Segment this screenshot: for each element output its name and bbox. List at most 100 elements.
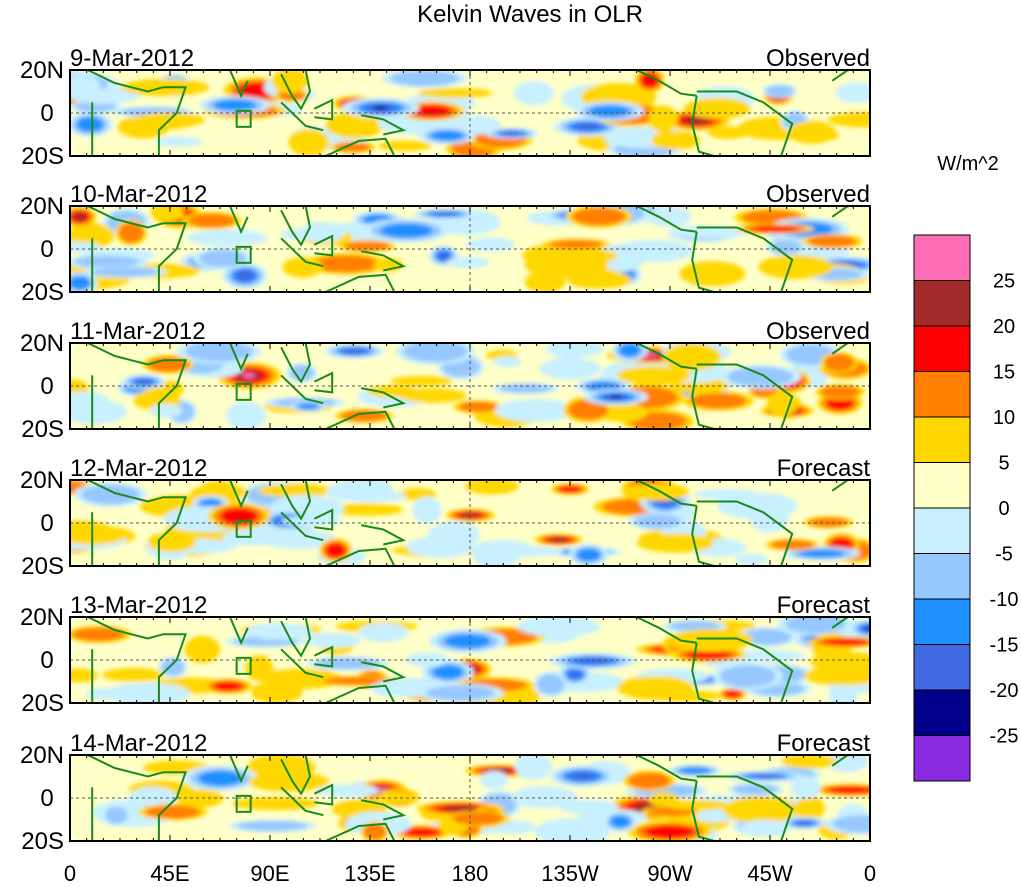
negative-anomaly xyxy=(432,664,464,680)
colorbar-units: W/m^2 xyxy=(937,153,999,175)
coastlines xyxy=(87,70,849,156)
negative-anomaly xyxy=(186,229,269,247)
negative-anomaly xyxy=(342,348,367,355)
region-box xyxy=(235,656,252,675)
positive-anomaly xyxy=(662,343,722,371)
positive-anomaly xyxy=(325,543,346,558)
positive-anomaly xyxy=(647,105,679,133)
coastline xyxy=(696,775,794,841)
y-tick-label: 0 xyxy=(40,785,53,812)
positive-anomaly xyxy=(690,393,747,409)
y-tick-label: 20N xyxy=(20,330,64,357)
panel-date: 11-Mar-2012 xyxy=(70,318,206,345)
x-tick-label: 45E xyxy=(150,861,189,886)
colorbar-label: -25 xyxy=(990,726,1019,748)
panel-1: 9-Mar-2012 Observed 20N 0 20S xyxy=(20,45,871,170)
negative-anomaly xyxy=(70,74,101,98)
negative-anomaly xyxy=(545,343,605,357)
negative-anomaly xyxy=(790,775,821,800)
coastline xyxy=(313,645,334,668)
x-tick-label: 0 xyxy=(64,861,76,886)
coastline xyxy=(313,98,334,121)
negative-anomaly xyxy=(465,237,515,252)
positive-anomaly xyxy=(417,87,493,99)
negative-anomaly xyxy=(427,521,480,548)
negative-anomaly xyxy=(491,820,536,835)
positive-anomaly xyxy=(70,223,115,249)
negative-anomaly xyxy=(76,117,104,133)
y-tick-label: 20S xyxy=(21,279,64,306)
coastline xyxy=(229,343,249,372)
positive-anomaly xyxy=(770,540,814,550)
negative-anomaly xyxy=(734,553,768,565)
negative-anomaly xyxy=(373,105,389,110)
negative-anomaly xyxy=(733,783,779,795)
positive-anomaly xyxy=(150,206,185,223)
coastline xyxy=(360,524,407,546)
panel-kind: Observed xyxy=(766,181,870,208)
colorbar-swatch xyxy=(913,371,971,418)
coastline xyxy=(325,137,396,156)
coastline xyxy=(87,617,188,703)
coastline xyxy=(325,273,396,292)
positive-anomaly xyxy=(807,235,857,248)
negative-anomaly xyxy=(539,357,601,380)
positive-anomaly xyxy=(411,105,452,117)
negative-anomaly xyxy=(865,626,870,631)
coastline xyxy=(636,70,697,97)
panel-kind: Forecast xyxy=(777,730,871,757)
colorbar-swatch xyxy=(913,689,971,736)
negative-anomaly xyxy=(514,755,553,780)
coastline xyxy=(691,231,715,292)
negative-anomaly xyxy=(492,356,522,368)
positive-anomaly xyxy=(442,805,478,812)
negative-anomaly xyxy=(134,378,153,385)
negative-anomaly xyxy=(154,136,204,147)
positive-anomaly xyxy=(808,517,849,527)
x-tick-label: 135E xyxy=(344,861,395,886)
coastline xyxy=(691,368,715,429)
positive-anomaly xyxy=(147,532,197,553)
negative-anomaly xyxy=(213,99,257,111)
negative-anomaly xyxy=(358,622,409,643)
coastlines xyxy=(87,206,849,292)
coastline xyxy=(325,547,396,566)
coastline xyxy=(831,617,849,629)
positive-anomaly xyxy=(184,635,221,664)
negative-anomaly xyxy=(534,818,611,841)
negative-anomaly xyxy=(536,673,565,695)
negative-anomaly xyxy=(573,122,602,131)
coastline xyxy=(280,70,312,111)
positive-anomaly xyxy=(343,241,391,251)
coastline xyxy=(87,206,188,292)
negative-anomaly xyxy=(444,633,491,649)
colorbar-label: 10 xyxy=(993,407,1015,429)
coastline xyxy=(313,783,334,806)
chart-title: Kelvin Waves in OLR xyxy=(417,1,643,28)
positive-anomaly xyxy=(622,483,690,501)
colorbar-label: 20 xyxy=(993,316,1015,338)
panel-date: 9-Mar-2012 xyxy=(70,45,194,72)
negative-anomaly xyxy=(74,255,140,268)
colorbar-label: -5 xyxy=(995,544,1013,566)
coastline xyxy=(831,480,849,492)
negative-anomaly xyxy=(828,684,858,703)
positive-anomaly xyxy=(758,254,834,280)
coastline xyxy=(691,780,715,841)
positive-anomaly xyxy=(245,655,274,681)
coastline xyxy=(229,617,249,646)
coastline xyxy=(280,786,324,817)
y-tick-label: 0 xyxy=(40,236,53,263)
positive-anomaly xyxy=(679,261,746,287)
colorbar-label: -10 xyxy=(990,589,1019,611)
colorbar-swatch xyxy=(913,644,971,691)
positive-anomaly xyxy=(567,399,609,420)
panel-3: 11-Mar-2012 Observed 20N 0 20S xyxy=(20,318,871,443)
negative-anomaly xyxy=(575,657,611,665)
coastline xyxy=(691,505,715,566)
negative-anomaly xyxy=(237,820,308,831)
panel-kind: Forecast xyxy=(777,592,871,619)
coastline xyxy=(831,343,849,355)
coastline xyxy=(696,500,794,566)
x-tick-label: 135W xyxy=(541,861,599,886)
